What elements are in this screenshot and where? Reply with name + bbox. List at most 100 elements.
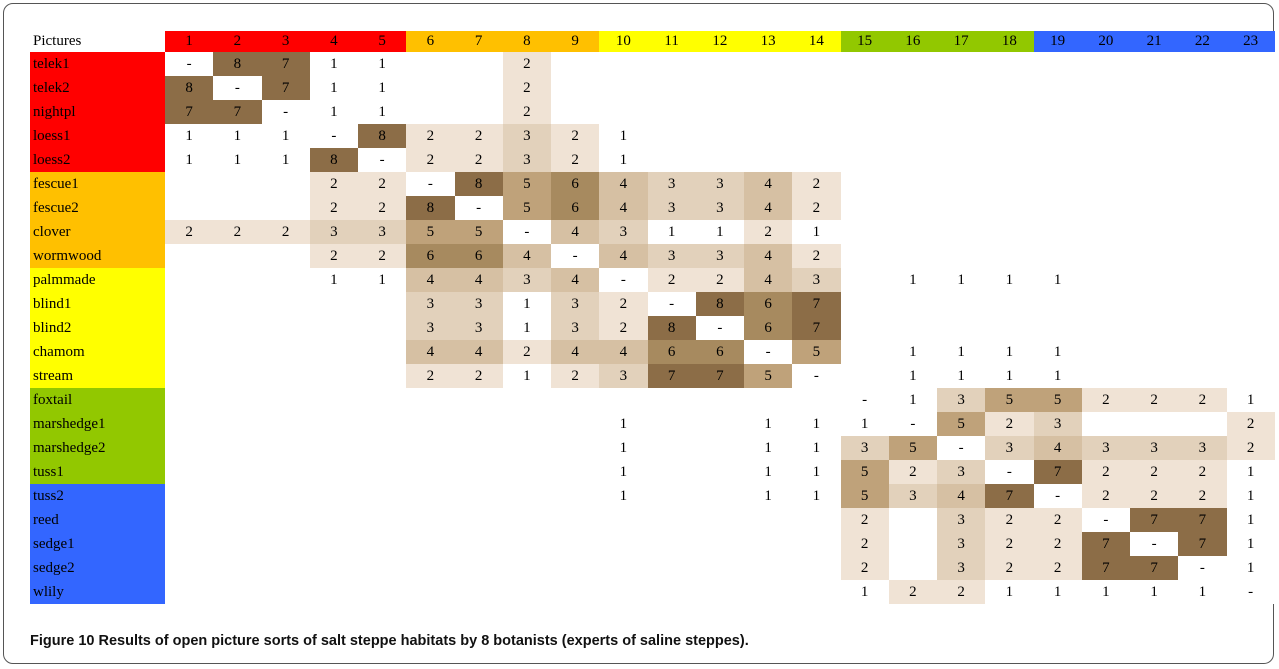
cell: 1 xyxy=(358,52,407,76)
cell: 1 xyxy=(309,52,358,76)
cell: 1 xyxy=(888,340,937,364)
cell: 4 xyxy=(744,244,793,268)
row-label: marshedge1 xyxy=(30,412,165,436)
cell: - xyxy=(213,76,262,100)
cell xyxy=(358,316,407,340)
column-header: 2 xyxy=(213,31,262,52)
cell: 1 xyxy=(1178,580,1227,604)
row: marshedge2 1 1 1 3 5-3 4 3 3 3 2 xyxy=(30,436,1275,460)
cell: 2 xyxy=(1226,412,1275,436)
cell: 3 xyxy=(647,244,696,268)
cell: 1 xyxy=(213,148,262,172)
cell: 2 xyxy=(309,244,358,268)
cell xyxy=(309,364,358,388)
cell: 3 xyxy=(502,148,551,172)
cell xyxy=(165,436,214,460)
row: fescue1 2 2-8 5 6 4 3 3 4 2 xyxy=(30,172,1275,196)
cell xyxy=(695,436,744,460)
cell xyxy=(744,580,793,604)
cell: 3 xyxy=(1033,412,1082,436)
cell xyxy=(1130,76,1179,100)
column-header: 16 xyxy=(888,31,937,52)
cell xyxy=(454,460,503,484)
row: telek2 8-7 1 1 2 xyxy=(30,76,1275,100)
cell xyxy=(261,436,310,460)
cell xyxy=(1033,292,1082,316)
cell xyxy=(695,52,744,76)
cell: 7 xyxy=(165,100,214,124)
cell xyxy=(1226,100,1275,124)
cell: 2 xyxy=(985,508,1034,532)
column-header: 19 xyxy=(1033,31,1082,52)
cell: 3 xyxy=(358,220,407,244)
cell: - xyxy=(406,172,455,196)
cell xyxy=(454,76,503,100)
cell: 2 xyxy=(840,532,889,556)
cell xyxy=(695,508,744,532)
cell: 3 xyxy=(695,172,744,196)
cell: 5 xyxy=(406,220,455,244)
cell xyxy=(985,292,1034,316)
cell xyxy=(261,364,310,388)
cell: 5 xyxy=(985,388,1034,412)
cell xyxy=(792,52,841,76)
cell xyxy=(1178,292,1227,316)
cell: 2 xyxy=(502,100,551,124)
cell xyxy=(1130,364,1179,388)
row: sedge2 2 3 2 2 7 7-1 xyxy=(30,556,1275,580)
cell xyxy=(888,220,937,244)
cell: 1 xyxy=(744,412,793,436)
cell: 2 xyxy=(1178,460,1227,484)
cell xyxy=(1178,412,1227,436)
cell xyxy=(261,172,310,196)
cell xyxy=(888,556,937,580)
cell: 2 xyxy=(1178,388,1227,412)
cell xyxy=(1178,220,1227,244)
cell: - xyxy=(1226,580,1275,604)
cell xyxy=(1226,292,1275,316)
cell xyxy=(358,460,407,484)
cell xyxy=(261,388,310,412)
cell: - xyxy=(309,124,358,148)
cell xyxy=(1130,124,1179,148)
cell xyxy=(840,340,889,364)
cell xyxy=(551,436,600,460)
cell xyxy=(840,292,889,316)
row-label: sedge1 xyxy=(30,532,165,556)
cell: - xyxy=(840,388,889,412)
row-label: foxtail xyxy=(30,388,165,412)
cell xyxy=(551,484,600,508)
cell xyxy=(985,52,1034,76)
cell: - xyxy=(1178,556,1227,580)
row-label: loess2 xyxy=(30,148,165,172)
cell xyxy=(551,556,600,580)
cell xyxy=(358,532,407,556)
cell xyxy=(165,556,214,580)
cell xyxy=(213,484,262,508)
cell xyxy=(261,316,310,340)
cell xyxy=(1178,364,1227,388)
cell xyxy=(1081,172,1130,196)
cell xyxy=(840,196,889,220)
cell: 6 xyxy=(406,244,455,268)
cell xyxy=(792,580,841,604)
cell xyxy=(599,388,648,412)
cell xyxy=(647,484,696,508)
cell: 3 xyxy=(599,220,648,244)
cell xyxy=(695,124,744,148)
cell: 2 xyxy=(840,508,889,532)
cell xyxy=(454,532,503,556)
cell: 3 xyxy=(937,556,986,580)
cell xyxy=(213,196,262,220)
cell: 2 xyxy=(1178,484,1227,508)
cell xyxy=(1130,52,1179,76)
cell: - xyxy=(454,196,503,220)
cell: 3 xyxy=(937,460,986,484)
cell: 1 xyxy=(309,100,358,124)
cell: 5 xyxy=(840,460,889,484)
cell xyxy=(213,268,262,292)
cell xyxy=(840,220,889,244)
row-label: fescue2 xyxy=(30,196,165,220)
cell xyxy=(261,196,310,220)
cell: 1 xyxy=(599,124,648,148)
